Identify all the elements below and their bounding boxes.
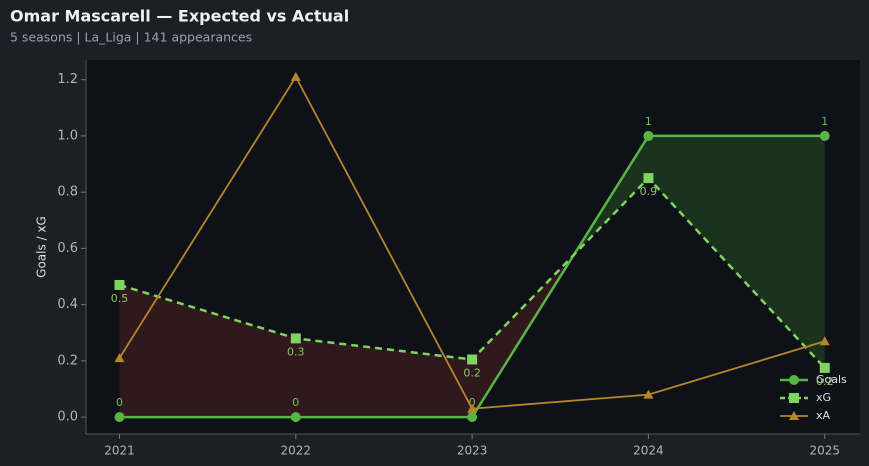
x-tick-label: 2021 bbox=[104, 444, 135, 458]
legend-marker bbox=[789, 393, 799, 403]
data-label: 0 bbox=[292, 396, 299, 409]
legend-label: Goals bbox=[816, 373, 847, 386]
x-tick-label: 2023 bbox=[457, 444, 488, 458]
x-tick-label: 2024 bbox=[633, 444, 664, 458]
point bbox=[819, 362, 830, 373]
legend-label: xG bbox=[816, 391, 831, 404]
data-label: 0 bbox=[116, 396, 123, 409]
point bbox=[114, 353, 125, 363]
y-tick-label: 0.4 bbox=[57, 297, 78, 312]
x-tick-label: 2025 bbox=[809, 444, 840, 458]
data-label: 1 bbox=[821, 115, 828, 128]
data-label: 1 bbox=[645, 115, 652, 128]
y-tick-label: 1.0 bbox=[57, 128, 78, 143]
chart-title: Omar Mascarell — Expected vs Actual bbox=[10, 7, 349, 26]
point bbox=[467, 412, 478, 423]
legend-label: xA bbox=[816, 409, 831, 422]
point bbox=[819, 336, 830, 346]
legend-marker bbox=[789, 411, 799, 420]
point bbox=[114, 412, 125, 423]
data-label: 0.2 bbox=[816, 375, 834, 388]
point bbox=[643, 173, 654, 184]
point bbox=[819, 130, 830, 141]
y-tick-label: 0.0 bbox=[57, 410, 78, 425]
legend-marker bbox=[789, 375, 799, 385]
data-label: 0.2 bbox=[463, 366, 481, 379]
data-label: 0.5 bbox=[111, 292, 129, 305]
data-label: 0 bbox=[469, 396, 476, 409]
point bbox=[290, 71, 301, 81]
y-tick-label: 1.2 bbox=[57, 72, 78, 87]
point bbox=[290, 412, 301, 423]
y-axis-label: Goals / xG bbox=[35, 216, 49, 278]
y-tick-label: 0.8 bbox=[57, 185, 78, 200]
point bbox=[114, 279, 125, 290]
chart-subtitle: 5 seasons | La_Liga | 141 appearances bbox=[10, 30, 252, 45]
point bbox=[467, 403, 478, 413]
data-label: 0.9 bbox=[640, 185, 658, 198]
data-label: 0.3 bbox=[287, 345, 305, 358]
shade bbox=[119, 284, 296, 418]
plot-area bbox=[86, 60, 860, 434]
point bbox=[643, 389, 654, 399]
y-tick-label: 0.6 bbox=[57, 241, 78, 256]
shade bbox=[295, 338, 473, 418]
point bbox=[643, 130, 654, 141]
x-tick-label: 2022 bbox=[281, 444, 312, 458]
y-tick-label: 0.2 bbox=[57, 353, 78, 368]
shade bbox=[648, 135, 825, 368]
point bbox=[290, 333, 301, 344]
point bbox=[467, 354, 478, 365]
